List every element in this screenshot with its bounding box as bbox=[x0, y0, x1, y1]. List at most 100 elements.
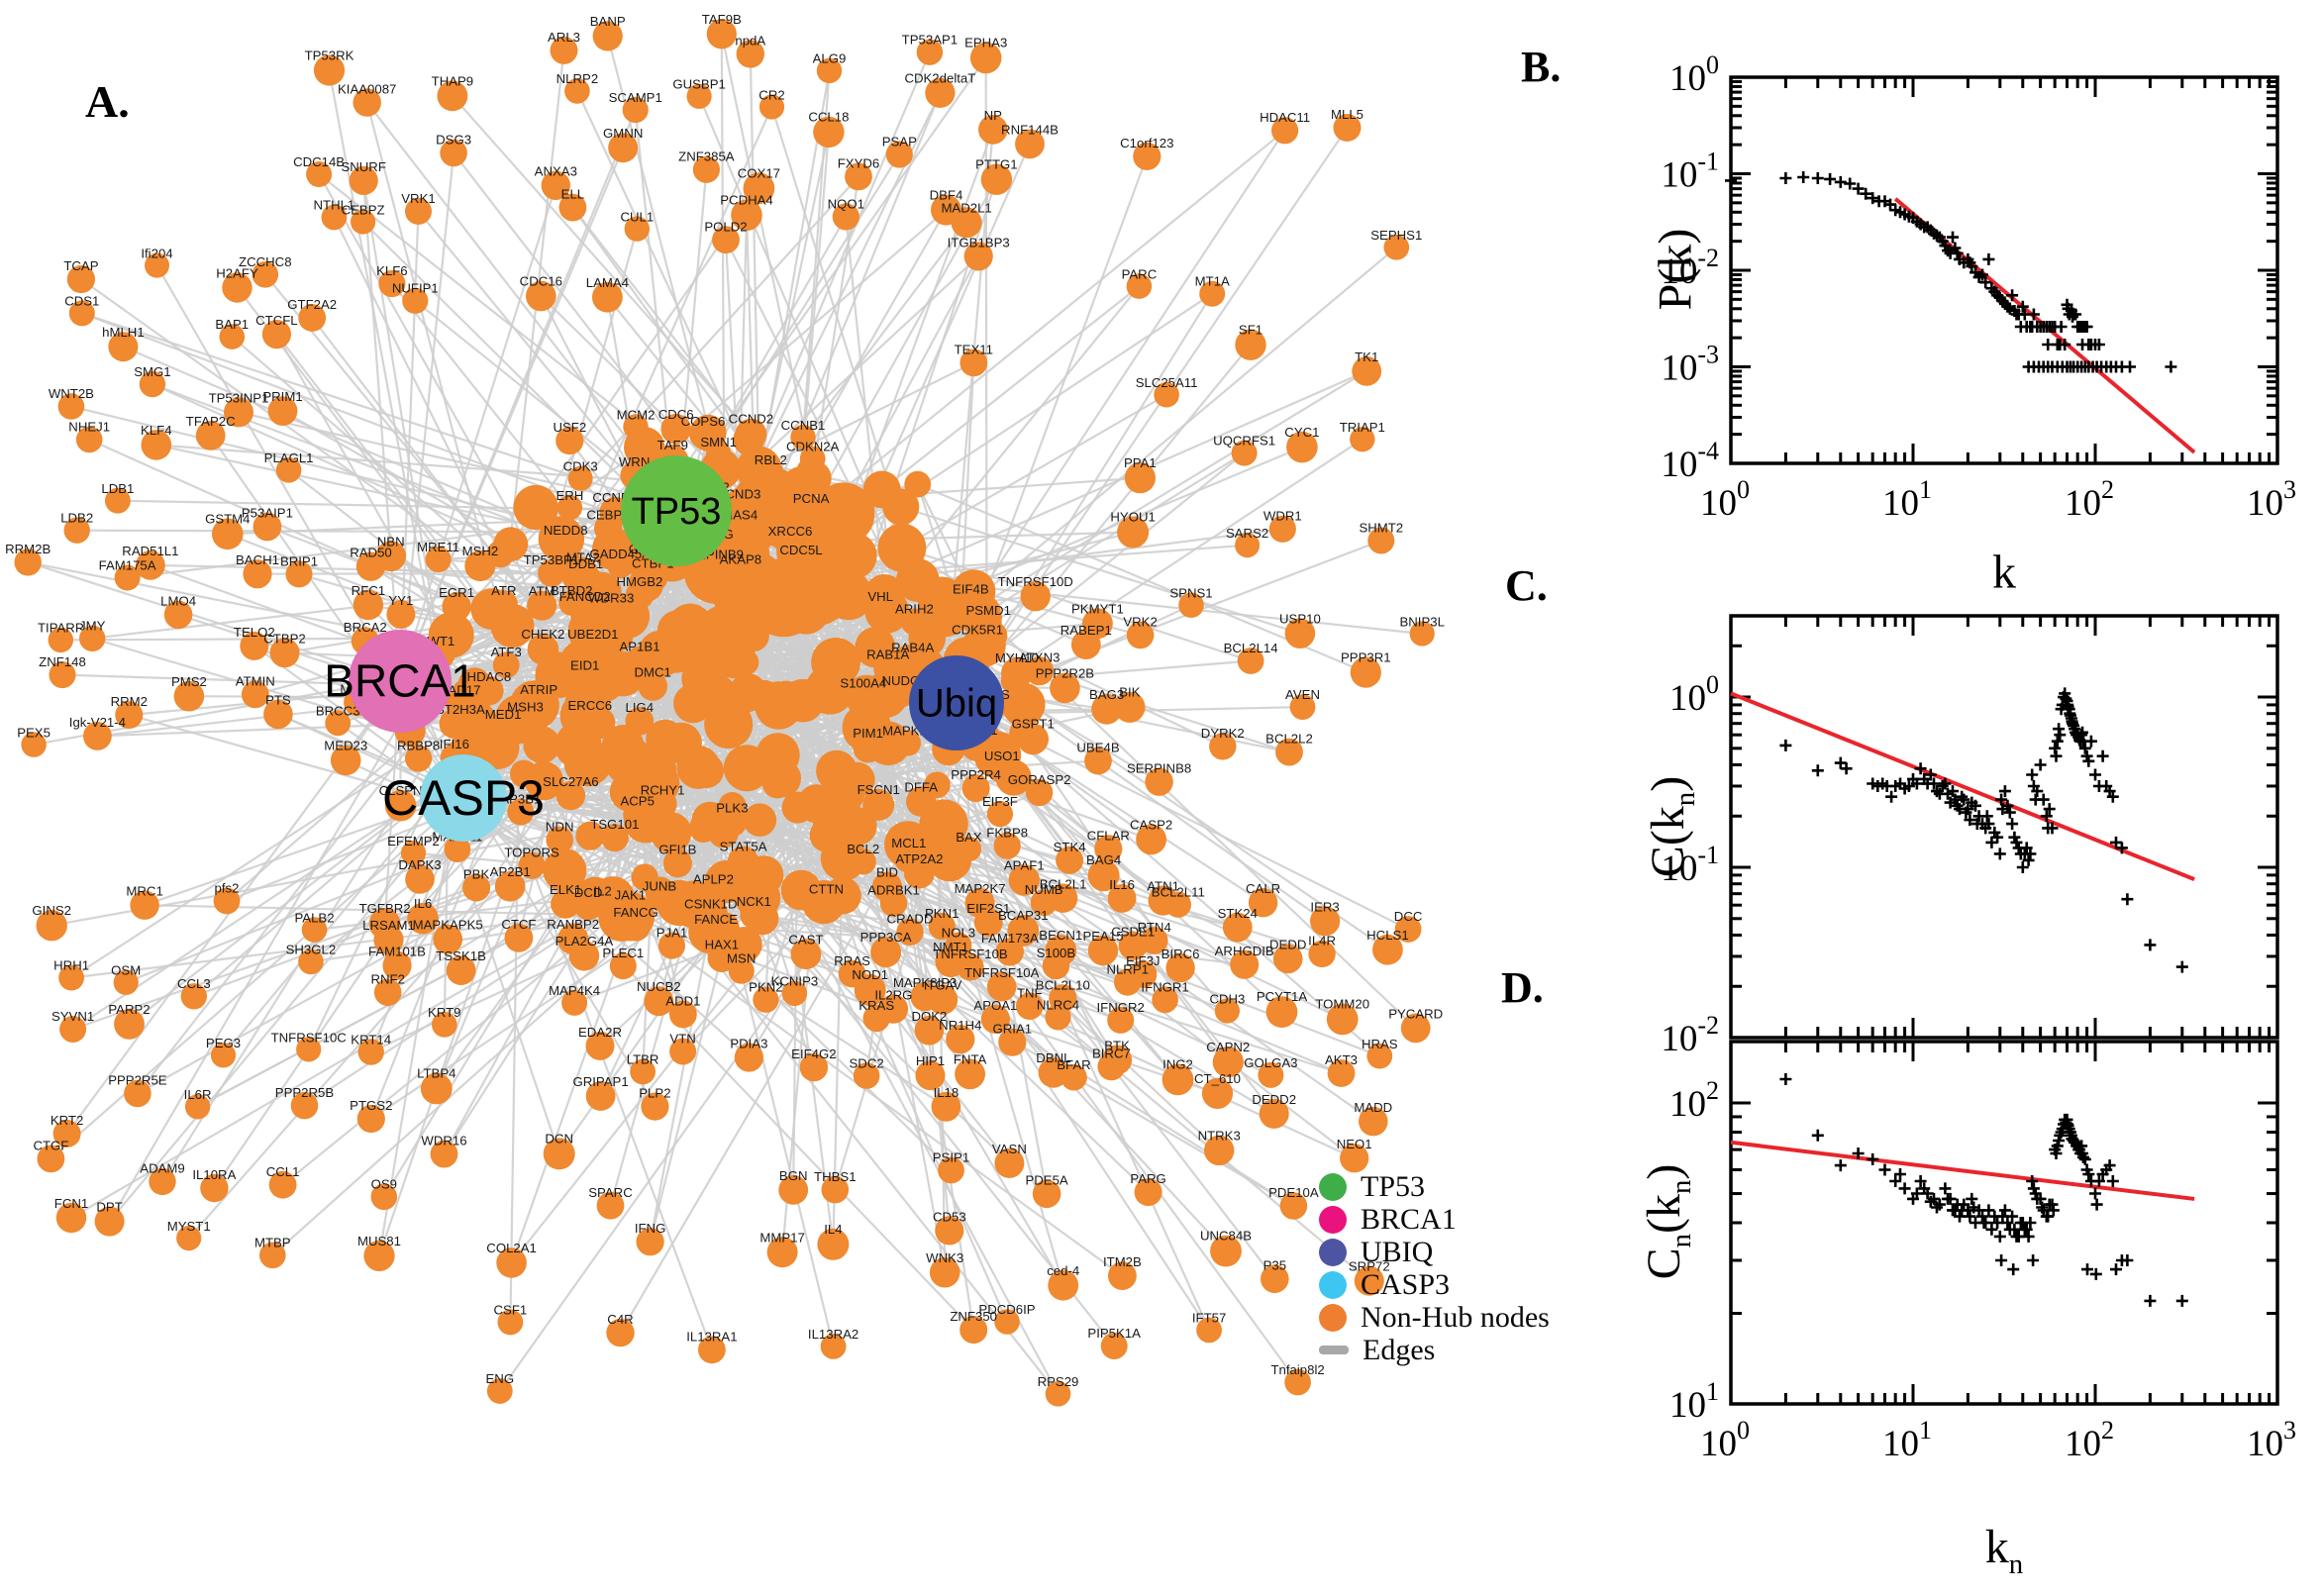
data-point-marker bbox=[1824, 172, 1837, 185]
network-edge bbox=[333, 217, 502, 554]
panel-label-c: C. bbox=[1505, 561, 1548, 610]
data-point-marker bbox=[1993, 1230, 2006, 1243]
data-point-marker bbox=[2051, 735, 2064, 748]
data-point-marker bbox=[2007, 1263, 2020, 1276]
network-node bbox=[756, 733, 800, 777]
axis-ticks bbox=[1729, 75, 2279, 465]
network-edge bbox=[152, 382, 512, 546]
ylabel-pk: P(k) bbox=[1649, 228, 1702, 311]
network-node bbox=[631, 863, 658, 891]
data-point-marker bbox=[1779, 172, 1792, 184]
network-node bbox=[833, 496, 872, 536]
data-point-marker bbox=[1811, 1129, 1824, 1142]
data-point-marker bbox=[1834, 756, 1847, 769]
ylabel-ckn: C(kn) bbox=[1642, 775, 1701, 878]
data-point-marker bbox=[2006, 818, 2019, 831]
data-point-marker bbox=[1779, 739, 1792, 751]
data-point-marker bbox=[1797, 171, 1810, 183]
edge-line-icon bbox=[1319, 1346, 1349, 1354]
axis-tick-label: 102 bbox=[2065, 475, 2114, 524]
data-point-marker bbox=[2016, 861, 2029, 873]
data-point-marker bbox=[1966, 1192, 1978, 1205]
data-point-marker bbox=[2110, 1263, 2122, 1276]
data-points bbox=[1779, 687, 2188, 973]
fit-line bbox=[1730, 1140, 2195, 1201]
axis-tick-label: 101 bbox=[1669, 1377, 1719, 1426]
network-edge bbox=[851, 129, 994, 517]
data-point-marker bbox=[2054, 729, 2067, 742]
legend-item-label: TP53 bbox=[1361, 1169, 1426, 1203]
legend: TP53 BRCA1 UBIQ CASP3 Non-Hub nodes Edges bbox=[1319, 1170, 1550, 1366]
axis-tick-label: 10-2 bbox=[1661, 1011, 1719, 1059]
data-point-marker bbox=[2165, 360, 2177, 373]
data-point-marker bbox=[1998, 1204, 2011, 1217]
data-point-marker bbox=[2144, 939, 2157, 951]
network-node bbox=[543, 848, 587, 893]
legend-item: Non-Hub nodes bbox=[1319, 1301, 1550, 1334]
network-edge bbox=[900, 505, 1301, 635]
data-point-marker bbox=[2089, 768, 2101, 781]
data-point-marker bbox=[1779, 1073, 1792, 1085]
data-point-marker bbox=[1944, 1192, 1957, 1205]
axis-tick-label: 10-4 bbox=[1661, 437, 1719, 485]
data-point-marker bbox=[1898, 1182, 1911, 1195]
network-edge bbox=[725, 239, 929, 640]
legend-item: BRCA1 bbox=[1319, 1203, 1550, 1236]
axis-tick-label: 102 bbox=[1669, 1076, 1719, 1125]
data-point-marker bbox=[1725, 174, 1737, 187]
network-panel: TP53RKKIAA0087THAP9CDC14BSNURFDSG3NTHL1C… bbox=[5, 12, 1445, 1407]
network-node bbox=[575, 821, 605, 850]
network-edge bbox=[901, 547, 1252, 662]
data-point-marker bbox=[2096, 749, 2109, 762]
network-node bbox=[513, 484, 558, 531]
plot-frame bbox=[1729, 75, 2279, 465]
data-point-marker bbox=[1840, 762, 1853, 775]
data-point-marker bbox=[1834, 175, 1847, 188]
network-node bbox=[882, 488, 920, 526]
data-point-marker bbox=[2055, 321, 2068, 333]
network-edge bbox=[369, 704, 536, 1120]
network-edge bbox=[152, 382, 562, 541]
axis-tick-label: 103 bbox=[2247, 475, 2296, 524]
legend-item-label: Edges bbox=[1363, 1333, 1436, 1366]
legend-item: CASP3 bbox=[1319, 1268, 1550, 1301]
axis-ticks bbox=[1729, 616, 2279, 1040]
network-nodes bbox=[14, 19, 1435, 1407]
axis-tick-label: 100 bbox=[1700, 475, 1750, 524]
network-node bbox=[904, 470, 932, 498]
network-node bbox=[736, 619, 769, 652]
data-point-marker bbox=[2089, 1187, 2101, 1200]
xlabel-k: k bbox=[1992, 546, 2016, 599]
legend-swatch-icon bbox=[1319, 1303, 1347, 1332]
data-point-marker bbox=[2175, 960, 2188, 973]
axis-tick-label: 100 bbox=[1700, 1416, 1750, 1464]
data-point-marker bbox=[2027, 1254, 2040, 1266]
network-node bbox=[523, 726, 560, 763]
legend-item-label: CASP3 bbox=[1361, 1267, 1451, 1301]
legend-item-label: Non-Hub nodes bbox=[1361, 1300, 1550, 1334]
data-point-marker bbox=[2034, 758, 2047, 771]
axis-tick-label: 100 bbox=[1669, 50, 1719, 99]
data-point-marker bbox=[1993, 848, 2006, 860]
data-point-marker bbox=[2124, 360, 2136, 373]
data-point-marker bbox=[2144, 1294, 2157, 1307]
network-edge bbox=[749, 53, 760, 469]
legend-item: TP53 bbox=[1319, 1170, 1550, 1203]
network-edge bbox=[238, 411, 677, 513]
data-point-marker bbox=[2175, 1294, 2188, 1307]
axis-tick-label: 10-1 bbox=[1661, 148, 1719, 196]
network-edge bbox=[50, 797, 464, 1160]
data-point-marker bbox=[1982, 252, 1995, 265]
data-point-marker bbox=[2037, 793, 2050, 806]
xlabel-kn: kn bbox=[1984, 1521, 2024, 1580]
network-edge bbox=[649, 912, 715, 1243]
data-point-marker bbox=[1811, 172, 1824, 184]
network-edge bbox=[845, 216, 886, 595]
network-node bbox=[744, 541, 770, 567]
data-point-marker bbox=[2026, 768, 2039, 781]
